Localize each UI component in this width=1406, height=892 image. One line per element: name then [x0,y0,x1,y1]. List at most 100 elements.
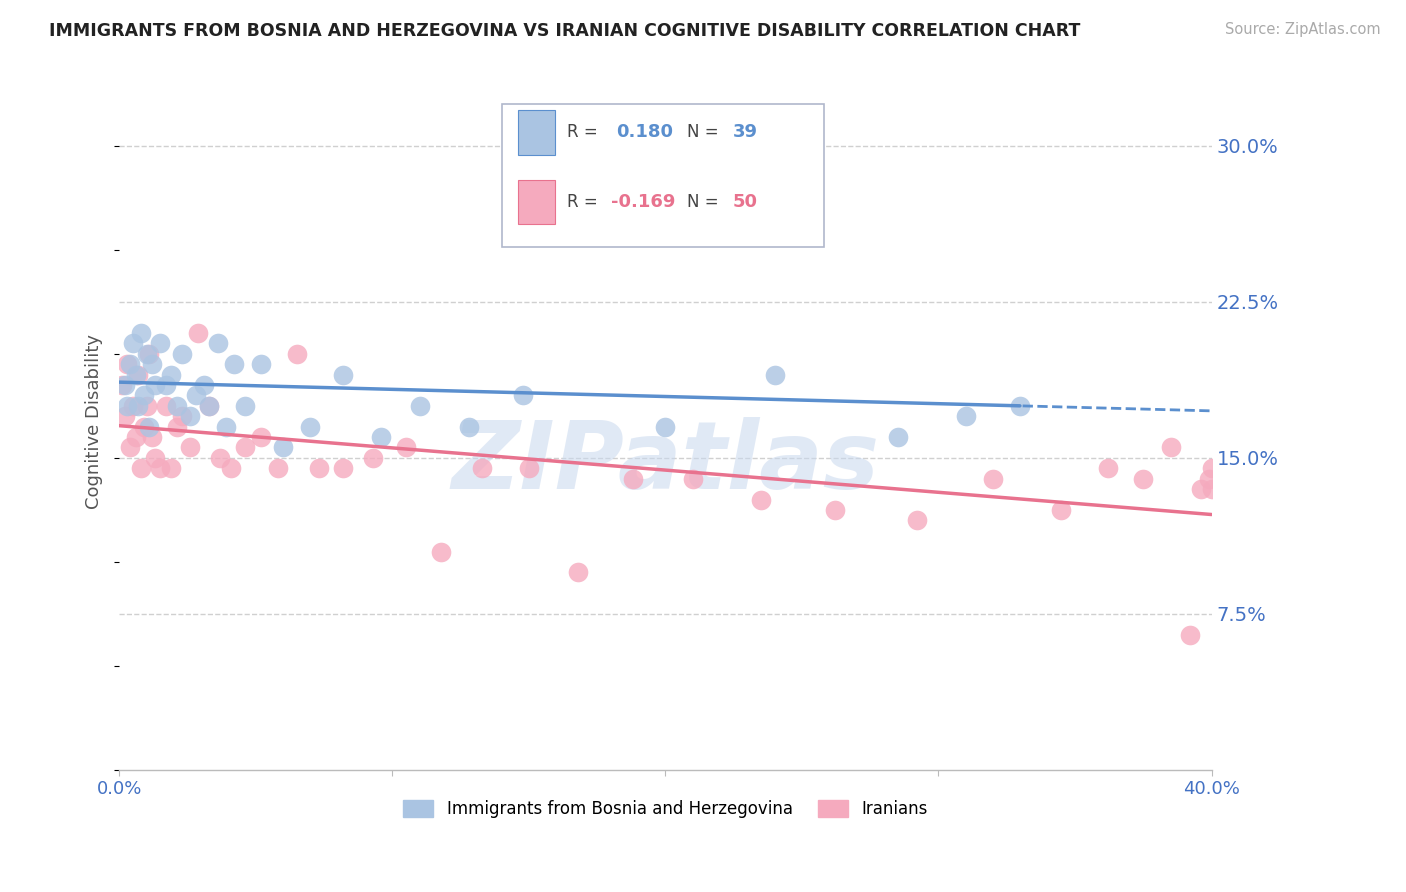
Point [215,419,238,434]
Point [654,419,676,434]
Point [120,441,142,455]
Point [127,399,149,413]
Text: ZIPatlas: ZIPatlas [451,417,880,509]
Point [187,326,209,340]
Point [149,461,172,475]
Point [166,399,188,413]
Point [138,347,160,361]
Point [219,461,242,475]
Point [250,430,273,444]
Point [567,566,589,580]
Point [124,430,146,444]
Point [1097,461,1119,475]
Text: N =: N = [688,123,718,141]
Point [132,419,155,434]
Text: 0.180: 0.180 [616,123,673,141]
Point [129,326,152,340]
Point [299,419,322,434]
Point [572,211,595,226]
Point [166,419,188,434]
Point [233,441,256,455]
Point [1010,399,1032,413]
Point [198,399,221,413]
Text: N =: N = [688,193,718,211]
Point [886,430,908,444]
Point [179,441,201,455]
Point [141,357,163,371]
Point [160,461,183,475]
Point [749,492,772,507]
Point [135,399,157,413]
Point [1132,472,1154,486]
Point [184,388,207,402]
FancyBboxPatch shape [517,110,555,154]
Point [1160,441,1182,455]
Point [905,513,928,527]
Point [682,472,704,486]
Point [207,336,229,351]
Point [1050,503,1073,517]
Point [117,399,139,413]
Text: 39: 39 [733,123,758,141]
Point [155,399,177,413]
Point [114,378,136,392]
Point [127,368,149,382]
Point [1189,482,1212,496]
Point [193,378,215,392]
Point [149,336,172,351]
Point [111,378,134,392]
Point [621,472,644,486]
Point [1201,482,1223,496]
Point [408,399,430,413]
Point [266,461,288,475]
Text: R =: R = [567,193,598,211]
Point [179,409,201,424]
Point [209,450,232,465]
Point [135,347,157,361]
Point [457,419,479,434]
Text: Source: ZipAtlas.com: Source: ZipAtlas.com [1225,22,1381,37]
Point [138,419,160,434]
Point [955,409,977,424]
Text: 50: 50 [733,193,758,211]
Point [222,357,245,371]
Point [430,544,453,558]
Point [143,450,166,465]
Text: IMMIGRANTS FROM BOSNIA AND HERZEGOVINA VS IRANIAN COGNITIVE DISABILITY CORRELATI: IMMIGRANTS FROM BOSNIA AND HERZEGOVINA V… [49,22,1081,40]
Point [271,441,294,455]
Point [124,368,146,382]
Point [132,388,155,402]
Point [332,461,354,475]
Point [129,461,152,475]
Point [824,503,846,517]
Point [122,399,145,413]
Y-axis label: Cognitive Disability: Cognitive Disability [86,334,103,509]
Point [370,430,392,444]
Point [285,347,308,361]
Point [143,378,166,392]
FancyBboxPatch shape [502,104,824,247]
Point [332,368,354,382]
Point [361,450,384,465]
Point [308,461,330,475]
Point [1198,472,1220,486]
Point [160,368,183,382]
Point [172,347,194,361]
Text: R =: R = [567,123,598,141]
Point [471,461,494,475]
Text: -0.169: -0.169 [610,193,675,211]
Point [981,472,1004,486]
Point [172,409,194,424]
Point [198,399,221,413]
Point [141,430,163,444]
Point [517,461,540,475]
Point [122,336,145,351]
Point [1178,628,1201,642]
Point [155,378,177,392]
FancyBboxPatch shape [517,179,555,224]
Point [395,441,418,455]
Point [233,399,256,413]
Legend: Immigrants from Bosnia and Herzegovina, Iranians: Immigrants from Bosnia and Herzegovina, … [396,793,934,824]
Point [763,368,786,382]
Point [114,409,136,424]
